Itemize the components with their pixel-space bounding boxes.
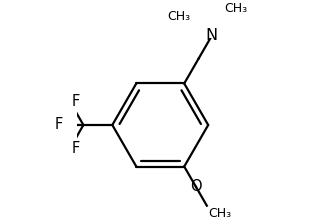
Text: F: F [54,118,63,132]
Text: CH₃: CH₃ [168,10,191,23]
Text: N: N [206,28,218,43]
Text: CH₃: CH₃ [208,206,231,220]
Text: F: F [71,141,79,156]
Text: F: F [71,94,79,109]
Text: O: O [190,179,202,194]
Text: CH₃: CH₃ [224,2,248,14]
